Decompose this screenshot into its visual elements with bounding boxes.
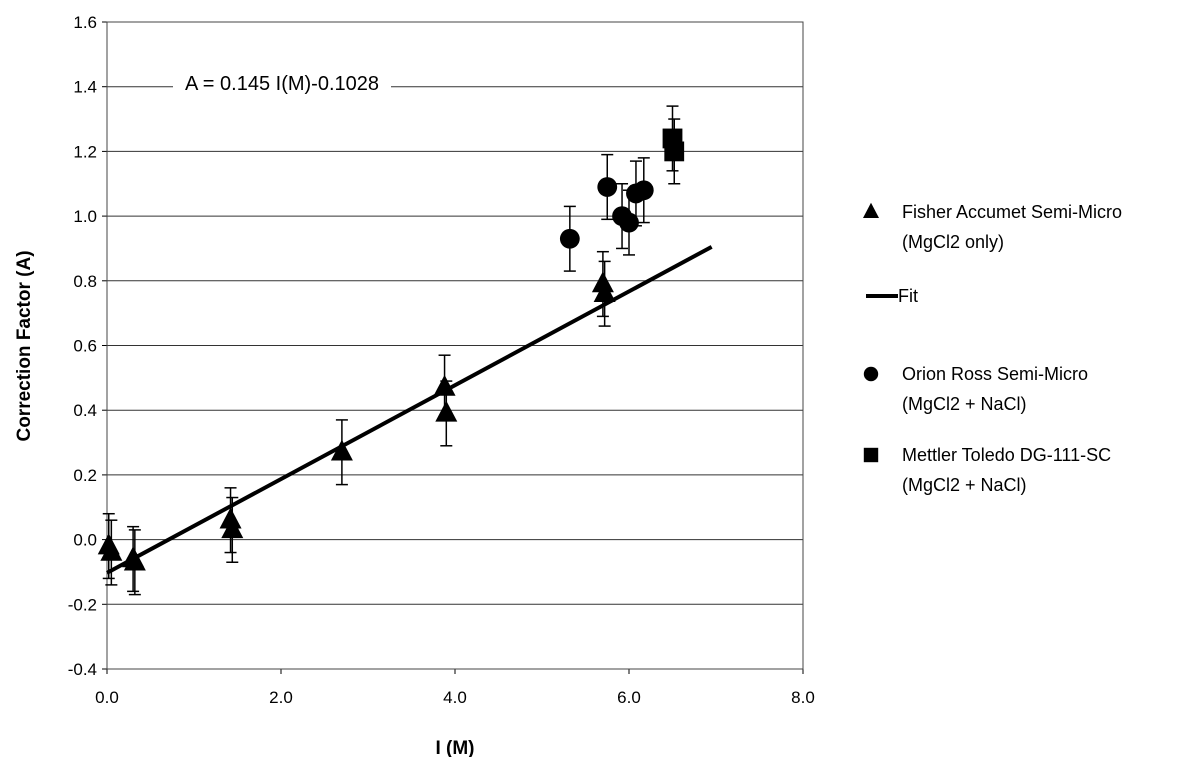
y-tick-label: -0.2 xyxy=(68,595,97,614)
legend-label: (MgCl2 + NaCl) xyxy=(902,394,1027,414)
circle-marker xyxy=(619,212,639,233)
annotation-background xyxy=(173,69,392,99)
plot-area: A = 0.145 I(M)-0.1028 xyxy=(97,21,804,674)
x-tick-label: 0.0 xyxy=(95,688,119,707)
legend-entry: Orion Ross Semi-Micro (MgCl2 + NaCl) xyxy=(863,364,1088,414)
fit-equation-annotation: A = 0.145 I(M)-0.1028 xyxy=(185,73,379,95)
legend-label: Orion Ross Semi-Micro xyxy=(902,364,1088,384)
triangle-marker xyxy=(433,374,456,396)
x-tick-label: 8.0 xyxy=(791,688,815,707)
y-tick-label: 0.4 xyxy=(73,401,97,420)
data-marks xyxy=(97,105,713,596)
legend-triangle-swatch xyxy=(863,202,879,218)
legend-label: Fisher Accumet Semi-Micro xyxy=(902,202,1122,222)
triangle-marker xyxy=(593,281,616,302)
y-tick-label: 0.2 xyxy=(73,466,97,485)
square-marker xyxy=(664,141,685,162)
x-tick-labels: 0.0 2.0 4.0 6.0 8.0 xyxy=(95,688,815,707)
circle-marker xyxy=(597,177,618,197)
triangle-marker xyxy=(591,271,614,293)
y-tick-label: 0.6 xyxy=(73,337,97,356)
x-tick-label: 4.0 xyxy=(443,688,467,707)
legend-label: (MgCl2 + NaCl) xyxy=(902,475,1027,495)
y-tick-label: 0.0 xyxy=(73,531,97,550)
legend-entry: Mettler Toledo DG-111-SC (MgCl2 + NaCl) xyxy=(863,445,1111,495)
y-tick-label: 1.4 xyxy=(73,78,97,97)
plot-border xyxy=(106,21,804,670)
legend-label: Mettler Toledo DG-111-SC xyxy=(902,445,1111,465)
triangle-marker xyxy=(330,439,353,461)
triangle-marker xyxy=(219,507,242,529)
y-tick-labels: -0.4 -0.2 0.0 0.2 0.4 0.6 0.8 1.0 1.2 1.4 1.6 xyxy=(68,13,97,679)
legend: Fisher Accumet Semi-Micro (MgCl2 only) Fit… xyxy=(863,202,1122,495)
legend-square-swatch xyxy=(863,447,879,463)
legend-label: Fit xyxy=(898,286,918,306)
x-axis-title: I (M) xyxy=(435,738,474,757)
y-tick-label: 1.6 xyxy=(73,13,97,32)
legend-entry: Fit xyxy=(866,286,918,306)
circle-marker xyxy=(559,228,580,249)
legend-circle-swatch xyxy=(863,366,879,382)
triangle-marker xyxy=(123,549,146,571)
axes xyxy=(102,21,804,674)
y-axis-title: Correction Factor (A) xyxy=(14,250,35,441)
legend-entry: Fisher Accumet Semi-Micro (MgCl2 only) xyxy=(863,202,1122,252)
y-tick-label: 1.0 xyxy=(73,207,97,226)
triangle-marker xyxy=(435,400,458,422)
y-tick-label: 0.8 xyxy=(73,272,97,291)
y-tick-label: -0.4 xyxy=(68,660,97,679)
x-tick-label: 6.0 xyxy=(617,688,641,707)
triangle-marker xyxy=(100,539,123,561)
y-tick-label: 1.2 xyxy=(73,142,97,161)
legend-label: (MgCl2 only) xyxy=(902,232,1004,252)
x-tick-label: 2.0 xyxy=(269,688,293,707)
circle-marker xyxy=(633,180,654,201)
triangle-marker xyxy=(221,517,244,539)
